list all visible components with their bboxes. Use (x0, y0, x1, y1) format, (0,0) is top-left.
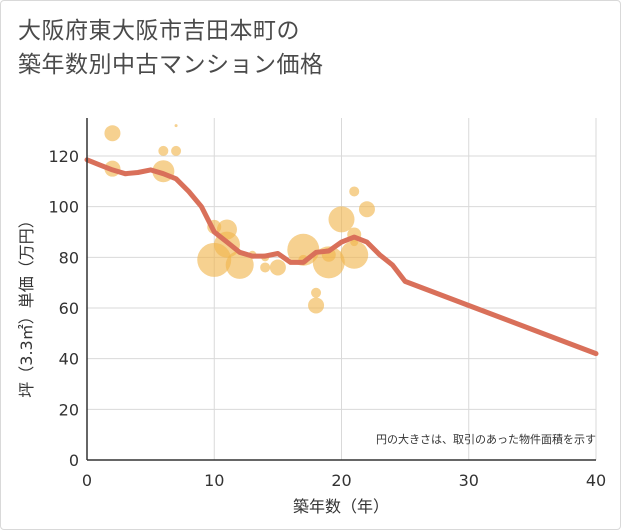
y-tick-label: 60 (59, 299, 79, 318)
bubble (308, 297, 325, 314)
trend-line (84, 157, 599, 357)
y-tick-label: 20 (59, 400, 79, 419)
axes: 0 20 40 60 80 100 120 0 10 20 30 40 (48, 118, 606, 490)
bubble (269, 259, 286, 276)
y-axis-label: 坪（3.3㎡）単価（万円） (17, 212, 36, 397)
bubble (171, 145, 182, 156)
bubble (328, 206, 355, 233)
bubble (260, 262, 271, 273)
x-tick-label: 10 (204, 471, 224, 490)
bubble-size-note: 円の大きさは、取引のあった物件面積を示す (376, 432, 596, 446)
title-line-1: 大阪府東大阪市吉田本町の (18, 18, 300, 44)
y-tick-label: 40 (59, 350, 79, 369)
chart-title: 大阪府東大阪市吉田本町の 築年数別中古マンション価格 (18, 14, 324, 82)
bubble (104, 125, 121, 142)
bubble (225, 250, 254, 279)
bubble (349, 186, 360, 197)
y-tick-label: 0 (69, 451, 79, 470)
y-tick-label: 100 (48, 198, 79, 217)
bubble (358, 201, 375, 218)
bubbles (104, 124, 375, 314)
y-tick-label: 80 (59, 248, 79, 267)
title-line-2: 築年数別中古マンション価格 (18, 52, 324, 78)
bubble (174, 124, 178, 128)
bubble (340, 240, 369, 269)
x-tick-label: 30 (459, 471, 479, 490)
bubble (311, 287, 322, 298)
bubble (158, 145, 169, 156)
x-tick-label: 0 (82, 471, 92, 490)
x-tick-label: 40 (586, 471, 606, 490)
bubble (312, 246, 345, 279)
y-tick-label: 120 (48, 147, 79, 166)
x-tick-label: 20 (331, 471, 351, 490)
x-axis-label: 築年数（年） (293, 497, 389, 516)
